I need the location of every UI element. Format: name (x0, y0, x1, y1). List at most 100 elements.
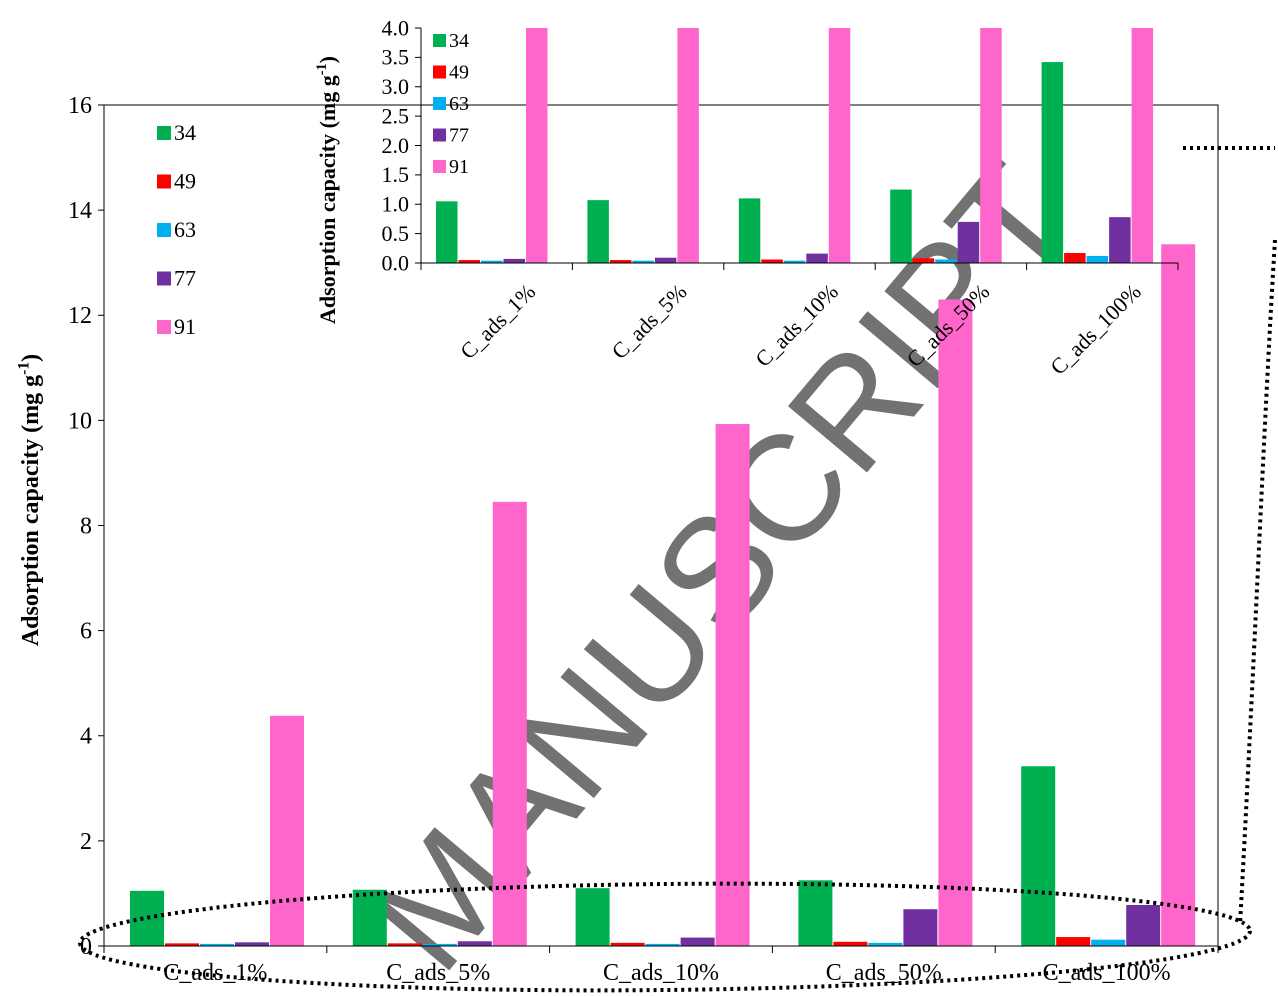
y-tick-label: 16 (68, 93, 92, 119)
bar-49-C_ads_50% (912, 258, 935, 263)
legend-label-77: 77 (174, 266, 196, 291)
bar-49-C_ads_1% (165, 943, 199, 946)
bar-63-C_ads_5% (422, 943, 457, 946)
y-tick-label: 10 (68, 408, 92, 434)
bar-91-C_ads_100% (1161, 244, 1196, 946)
bar-34-C_ads_10% (575, 888, 610, 946)
y-tick-label: 1.5 (382, 162, 410, 187)
bar-34-C_ads_100% (1041, 62, 1064, 263)
bar-34-C_ads_50% (798, 880, 833, 946)
bar-77-C_ads_1% (235, 942, 269, 946)
y-tick-label: 4 (80, 724, 92, 750)
bar-63-C_ads_50% (935, 259, 957, 263)
bar-77-C_ads_100% (1126, 905, 1161, 946)
bars-group (130, 244, 1196, 946)
bar-77-C_ads_10% (680, 937, 715, 946)
legend-swatch-63 (433, 97, 446, 110)
legend-swatch-77 (157, 271, 171, 286)
legend-swatch-91 (433, 160, 446, 173)
y-tick-label: 2.5 (382, 103, 410, 128)
bar-77-C_ads_10% (806, 253, 828, 263)
legend-swatch-63 (157, 223, 171, 237)
bar-91-C_ads_5% (677, 28, 699, 263)
x-tick-label: C_ads_10% (603, 960, 719, 986)
bar-63-C_ads_1% (481, 260, 503, 263)
legend-label-91: 91 (174, 314, 196, 339)
y-tick-label: 6 (80, 619, 92, 645)
bar-63-C_ads_10% (783, 260, 806, 263)
bar-34-C_ads_5% (587, 200, 609, 263)
bar-77-C_ads_1% (503, 258, 525, 263)
legend-swatch-34 (157, 126, 171, 140)
bar-34-C_ads_5% (352, 889, 387, 946)
bar-63-C_ads_10% (645, 943, 680, 946)
zoom-connector-curve (1238, 239, 1277, 926)
bar-49-C_ads_100% (1064, 253, 1086, 263)
bar-77-C_ads_50% (957, 221, 980, 263)
bar-49-C_ads_5% (609, 260, 632, 263)
bar-77-C_ads_5% (457, 941, 492, 946)
bar-63-C_ads_100% (1091, 939, 1126, 946)
legend-label-77: 77 (449, 125, 469, 147)
zoom-ellipse (78, 881, 1252, 993)
x-tick-label: C_ads_100% (1045, 279, 1146, 380)
bar-49-C_ads_5% (387, 943, 422, 946)
y-tick-label: 2 (80, 829, 92, 855)
bar-34-C_ads_10% (738, 198, 761, 263)
bar-77-C_ads_100% (1109, 217, 1131, 263)
x-tick-label: C_ads_5% (386, 960, 490, 986)
inset-chart: 0.0 0.5 1.0 1.5 2.0 2.5 3.0 3.5 4.0 C_ads_1% C_ads… (314, 15, 1179, 380)
bar-77-C_ads_5% (654, 257, 677, 263)
legend-label-49: 49 (174, 169, 196, 194)
legend-label-63: 63 (174, 217, 196, 242)
legend-label-91: 91 (449, 156, 469, 178)
legend-swatch-77 (433, 128, 446, 142)
bar-91-C_ads_5% (492, 501, 527, 946)
y-tick-label: 0.5 (382, 221, 410, 246)
bar-63-C_ads_1% (200, 943, 234, 946)
y-tick-label: 12 (68, 303, 92, 329)
x-tick-label: C_ads_50% (826, 960, 942, 986)
y-axis-title: Adsorption capacity (mg g-1) (15, 354, 44, 646)
bar-34-C_ads_100% (1021, 766, 1056, 946)
bar-91-C_ads_1% (270, 715, 304, 946)
bar-63-C_ads_5% (632, 260, 654, 263)
y-tick-label: 14 (68, 198, 92, 224)
legend-swatch-34 (433, 34, 446, 47)
legend-swatch-91 (157, 320, 171, 334)
bar-91-C_ads_10% (715, 424, 750, 946)
bar-63-C_ads_50% (868, 942, 903, 946)
x-tick-label: C_ads_1% (455, 279, 540, 364)
legend-label-34: 34 (449, 30, 469, 52)
legend: 34 49 63 77 91 (157, 120, 196, 339)
y-axis-title: Adsorption capacity (mg g-1) (314, 56, 340, 324)
y-tick-label: 0.0 (382, 250, 410, 275)
bar-77-C_ads_50% (903, 909, 938, 946)
y-tick-label: 2.0 (382, 133, 410, 158)
x-tick-label: C_ads_100% (1043, 960, 1171, 986)
legend-label-49: 49 (449, 62, 469, 84)
bar-34-C_ads_1% (436, 201, 458, 263)
y-tick-label: 8 (80, 513, 92, 539)
bar-34-C_ads_50% (890, 189, 912, 263)
bar-63-C_ads_100% (1086, 255, 1109, 263)
legend-swatch-49 (157, 174, 171, 189)
y-tick-label: 4.0 (382, 15, 410, 40)
bar-91-C_ads_50% (980, 28, 1002, 263)
y-tick-label: 3.5 (382, 45, 410, 70)
bar-49-C_ads_100% (1056, 937, 1091, 946)
bar-49-C_ads_10% (610, 942, 645, 946)
bar-91-C_ads_50% (938, 299, 973, 946)
legend-label-63: 63 (449, 93, 469, 115)
bars-group (436, 28, 1154, 263)
legend-label-34: 34 (174, 120, 196, 145)
legend-swatch-49 (433, 65, 446, 79)
bar-91-C_ads_100% (1131, 28, 1154, 263)
bar-91-C_ads_10% (828, 28, 851, 263)
bar-49-C_ads_1% (458, 260, 480, 263)
legend: 34 49 63 77 91 (433, 30, 469, 178)
y-tick-label: 1.0 (382, 192, 410, 217)
bar-49-C_ads_50% (833, 941, 868, 946)
